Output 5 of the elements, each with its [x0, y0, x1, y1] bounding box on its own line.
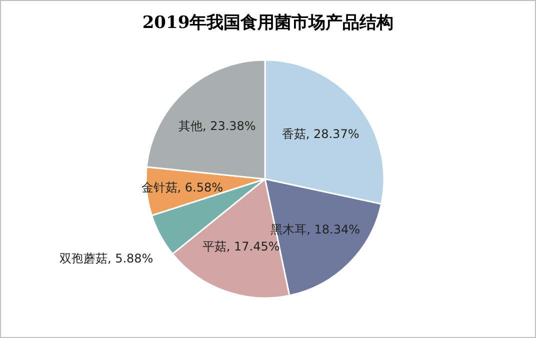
slice-label: 双孢蘑菇, 5.88%	[59, 252, 154, 266]
slice-label: 香菇, 28.37%	[282, 127, 360, 142]
slice-label: 平菇, 17.45%	[202, 239, 280, 254]
chart-title: 2019年我国食用菌市场产品结构	[142, 13, 394, 33]
slice-label: 其他, 23.38%	[178, 119, 256, 134]
